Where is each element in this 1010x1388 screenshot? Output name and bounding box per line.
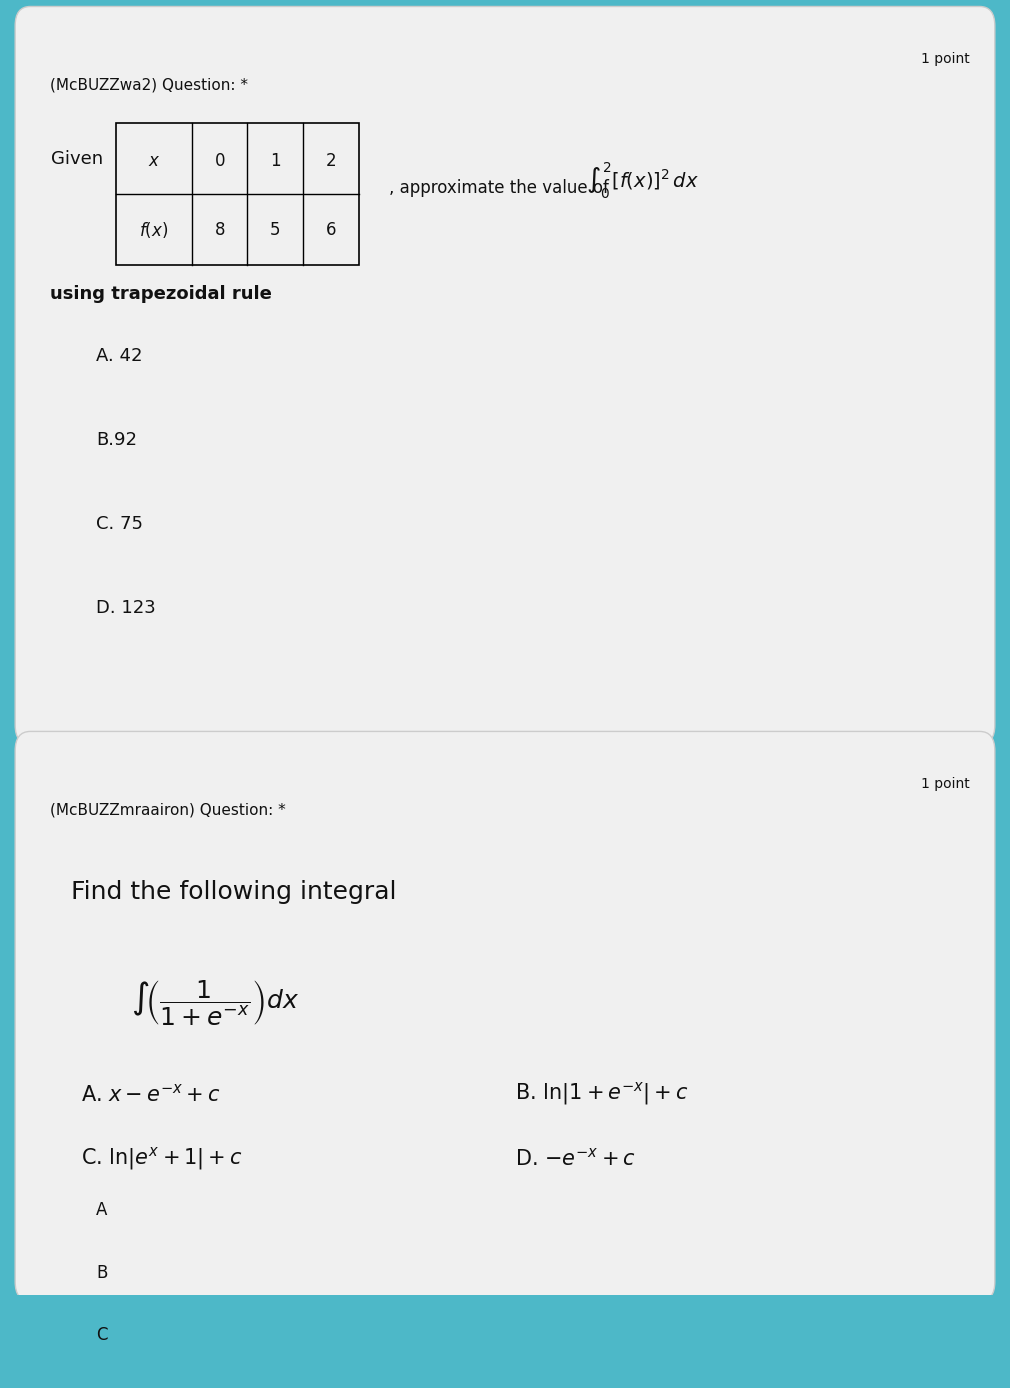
Text: , approximate the value of: , approximate the value of [389,179,609,197]
Text: 0: 0 [214,153,225,171]
Text: B.92: B.92 [96,432,137,450]
Text: using trapezoidal rule: using trapezoidal rule [50,285,273,303]
Text: C. 75: C. 75 [96,515,143,533]
Text: 8: 8 [214,221,225,239]
Text: A: A [96,1202,107,1220]
Text: 1 point: 1 point [921,777,970,791]
FancyBboxPatch shape [15,7,995,744]
Text: $x$: $x$ [147,153,161,171]
Text: $f(x)$: $f(x)$ [139,219,169,240]
Text: (McBUZZmraairon) Question: *: (McBUZZmraairon) Question: * [50,802,286,818]
Text: B: B [96,1263,107,1281]
Text: D. $-e^{-x}+c$: D. $-e^{-x}+c$ [515,1148,636,1170]
Text: $\int_0^2 [f(x)]^2\, dx$: $\int_0^2 [f(x)]^2\, dx$ [586,161,699,201]
Text: $\int\!\left(\dfrac{1}{1+e^{-x}}\right)dx$: $\int\!\left(\dfrac{1}{1+e^{-x}}\right)d… [131,979,299,1029]
Text: D. 123: D. 123 [96,600,156,618]
Text: A. $x - e^{-x} + c$: A. $x - e^{-x} + c$ [81,1083,220,1105]
FancyBboxPatch shape [15,731,995,1301]
Text: Given: Given [50,150,103,168]
Text: 1: 1 [270,153,281,171]
Text: C. $\ln|e^x+1|+c$: C. $\ln|e^x+1|+c$ [81,1145,242,1171]
Text: Find the following integral: Find the following integral [71,880,396,905]
Text: C: C [96,1326,107,1344]
Text: 5: 5 [270,221,281,239]
Text: A. 42: A. 42 [96,347,142,365]
Text: (McBUZZwa2) Question: *: (McBUZZwa2) Question: * [50,78,248,93]
Text: 1 point: 1 point [921,51,970,65]
Text: 6: 6 [325,221,336,239]
Text: B. $\ln|1+e^{-x}|+c$: B. $\ln|1+e^{-x}|+c$ [515,1080,689,1108]
Text: 2: 2 [325,153,336,171]
Bar [116,124,359,265]
